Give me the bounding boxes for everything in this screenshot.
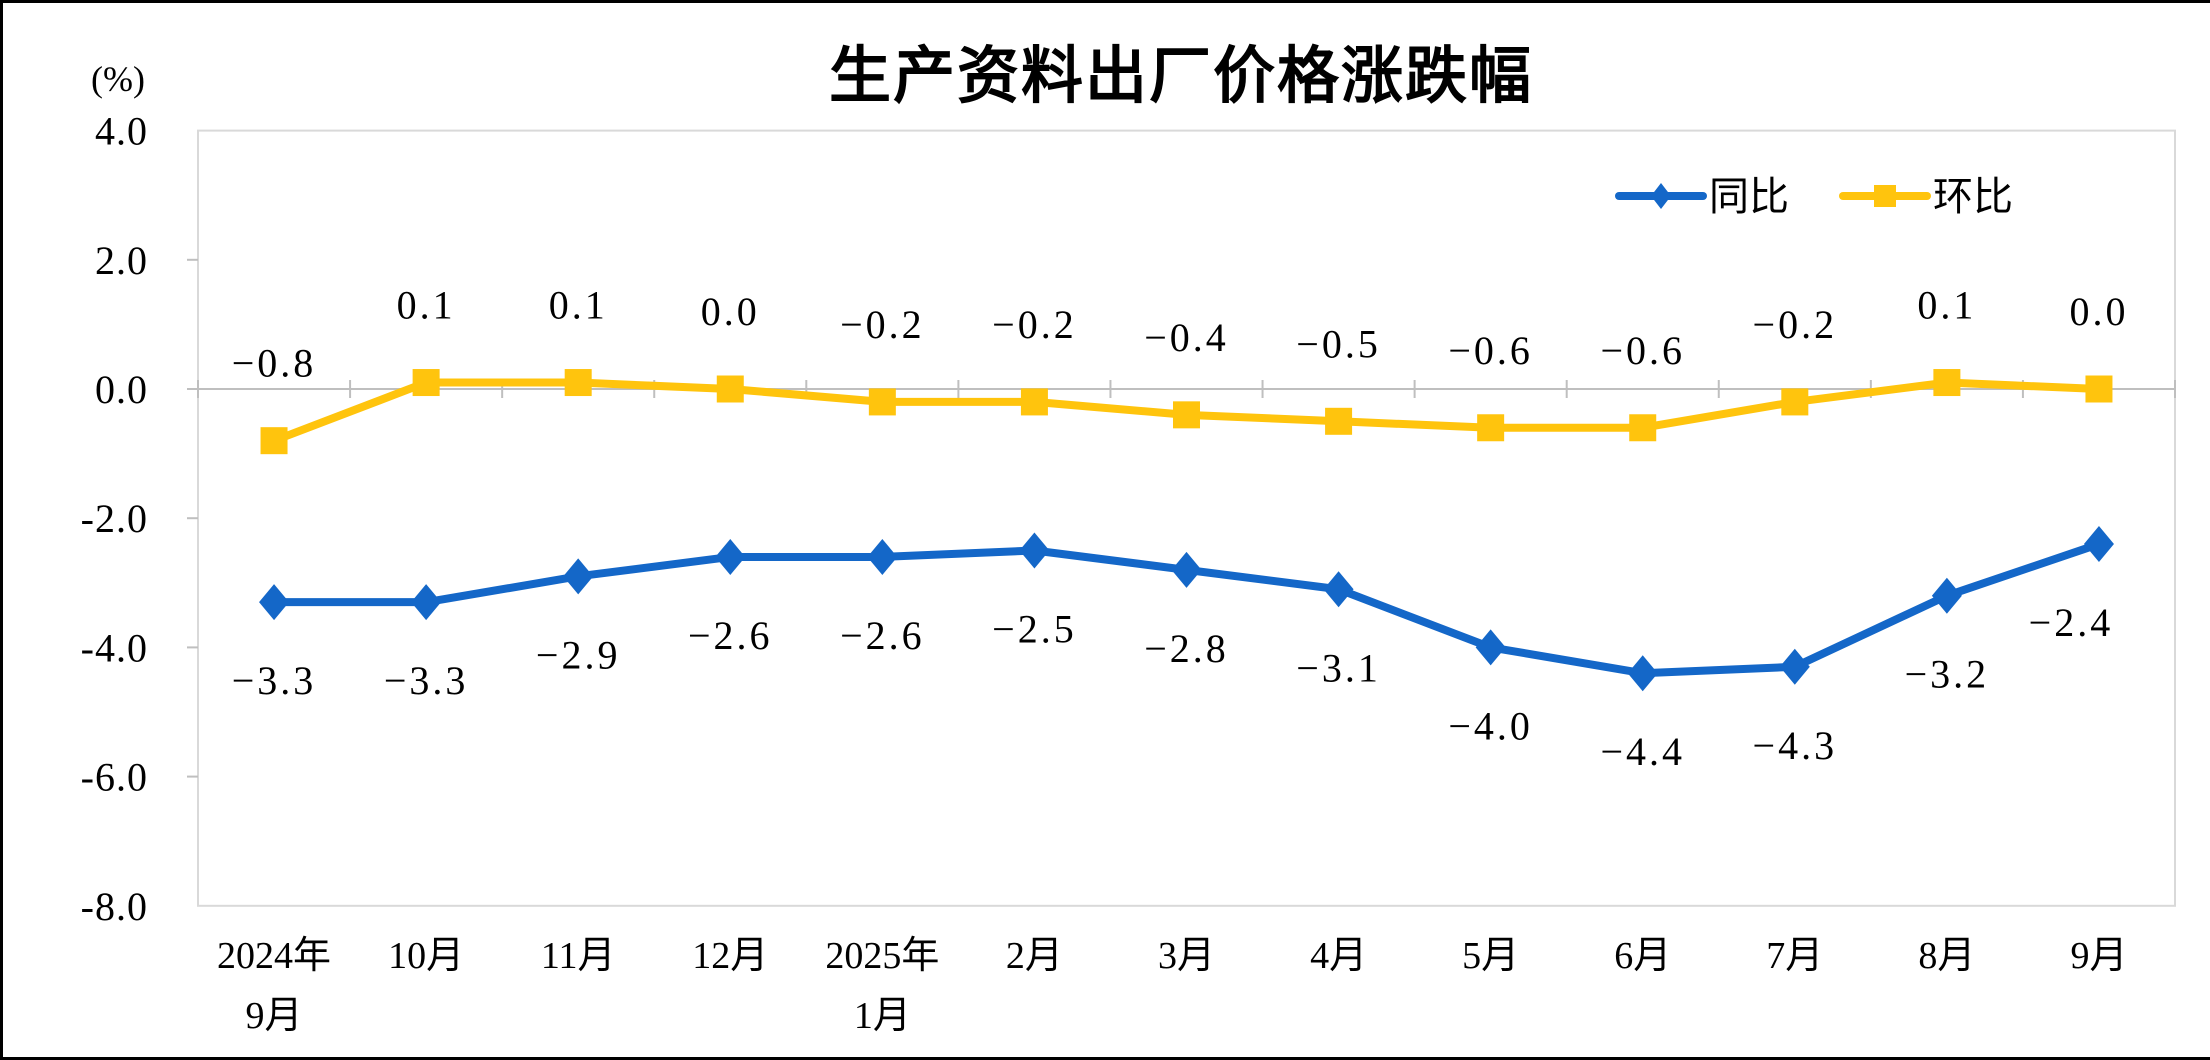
data-label: −2.4 — [2029, 600, 2114, 645]
y-axis-tick-label: 0.0 — [95, 367, 148, 412]
data-label: −4.0 — [1448, 703, 1533, 748]
data-label: −3.2 — [1905, 652, 1990, 697]
data-point-marker-square — [2085, 375, 2113, 403]
data-point-marker-square — [260, 427, 288, 455]
x-axis-label: 7月 — [1766, 935, 1823, 977]
legend-marker-square — [1874, 185, 1896, 207]
data-point-marker-diamond — [2083, 526, 2114, 563]
legend-label: 同比 — [1709, 175, 1789, 219]
data-label: 0.1 — [549, 283, 608, 328]
data-label: 0.0 — [701, 289, 760, 334]
y-axis-tick-label: -2.0 — [81, 496, 148, 541]
data-point-marker-diamond — [715, 538, 746, 575]
x-axis-label: 3月 — [1158, 935, 1215, 977]
y-axis-tick-label: 4.0 — [95, 109, 148, 154]
x-axis-label: 9月 — [2070, 935, 2127, 977]
data-point-marker-diamond — [1779, 648, 1810, 685]
data-point-marker-diamond — [563, 558, 594, 595]
legend: 同比 环比 — [1615, 175, 2013, 219]
data-point-marker-square — [868, 388, 896, 416]
x-axis-label: 5月 — [1462, 935, 1519, 977]
unit-label: (%) — [91, 59, 145, 99]
data-point-marker-diamond — [1627, 655, 1658, 692]
data-point-marker-diamond — [1323, 571, 1354, 608]
data-label: −0.2 — [992, 302, 1077, 347]
data-point-marker-square — [1781, 388, 1809, 416]
x-axis-label: 4月 — [1310, 935, 1367, 977]
data-label: −0.4 — [1144, 315, 1229, 360]
screenshot-border-top — [0, 0, 2210, 3]
data-label: −0.2 — [1753, 302, 1838, 347]
data-point-marker-diamond — [1019, 532, 1050, 569]
data-point-marker-diamond — [259, 584, 290, 621]
data-point-marker-square — [1933, 369, 1961, 397]
data-label: −2.8 — [1144, 626, 1229, 671]
data-label: −2.6 — [840, 613, 925, 658]
x-axis-label: 10月 — [388, 935, 464, 977]
data-point-marker-diamond — [1931, 577, 1962, 614]
data-point-marker-square — [1325, 407, 1353, 435]
legend-item-同比: 同比 — [1615, 175, 1789, 219]
x-axis-label-line2: 9月 — [246, 995, 303, 1037]
data-point-marker-square — [1629, 414, 1657, 442]
data-label: −3.1 — [1296, 645, 1381, 690]
data-label: −0.6 — [1600, 328, 1685, 373]
x-axis-label-line2: 1月 — [854, 995, 911, 1037]
data-label: −0.6 — [1448, 328, 1533, 373]
data-label: 0.1 — [1917, 283, 1976, 328]
data-point-marker-square — [1020, 388, 1048, 416]
legend-label: 环比 — [1933, 175, 2013, 219]
x-axis-label: 6月 — [1614, 935, 1671, 977]
data-label: −3.3 — [232, 658, 317, 703]
y-axis-tick-label: 2.0 — [95, 238, 148, 283]
plot-border — [197, 129, 2176, 907]
data-label: −4.4 — [1600, 729, 1685, 774]
data-label: −2.5 — [992, 607, 1077, 652]
data-label: 0.1 — [397, 283, 456, 328]
data-label: −0.8 — [232, 341, 317, 386]
data-point-marker-diamond — [411, 584, 442, 621]
y-axis-tick-label: -8.0 — [81, 884, 148, 929]
x-axis-label: 11月 — [541, 935, 616, 977]
legend-item-环比: 环比 — [1839, 175, 2013, 219]
y-axis-tick-label: -4.0 — [81, 625, 148, 670]
data-point-marker-square — [716, 375, 744, 403]
data-point-marker-square — [564, 369, 592, 397]
x-axis-label: 12月 — [692, 935, 768, 977]
data-point-marker-square — [412, 369, 440, 397]
data-label: −2.9 — [536, 632, 621, 677]
data-label: −3.3 — [384, 658, 469, 703]
data-point-marker-diamond — [1171, 551, 1202, 588]
data-label: −2.6 — [688, 613, 773, 658]
x-axis-label: 2025年 — [825, 935, 939, 977]
data-label: −4.3 — [1753, 723, 1838, 768]
data-point-marker-diamond — [867, 538, 898, 575]
x-axis-label: 2024年 — [217, 935, 331, 977]
data-label: −0.5 — [1296, 321, 1381, 366]
x-axis-label: 8月 — [1918, 935, 1975, 977]
x-axis-label: 2月 — [1006, 935, 1063, 977]
data-label: 0.0 — [2069, 289, 2128, 334]
data-point-marker-square — [1477, 414, 1505, 442]
data-point-marker-square — [1173, 401, 1200, 429]
screenshot-border-left — [0, 0, 3, 1060]
legend-marker-diamond — [1651, 183, 1671, 209]
y-axis-tick-label: -6.0 — [81, 755, 148, 800]
chart-title: 生产资料出厂价格涨跌幅 — [829, 42, 1533, 111]
data-point-marker-diamond — [1475, 629, 1506, 666]
screenshot-border-bottom — [0, 1057, 2210, 1060]
data-label: −0.2 — [840, 302, 925, 347]
